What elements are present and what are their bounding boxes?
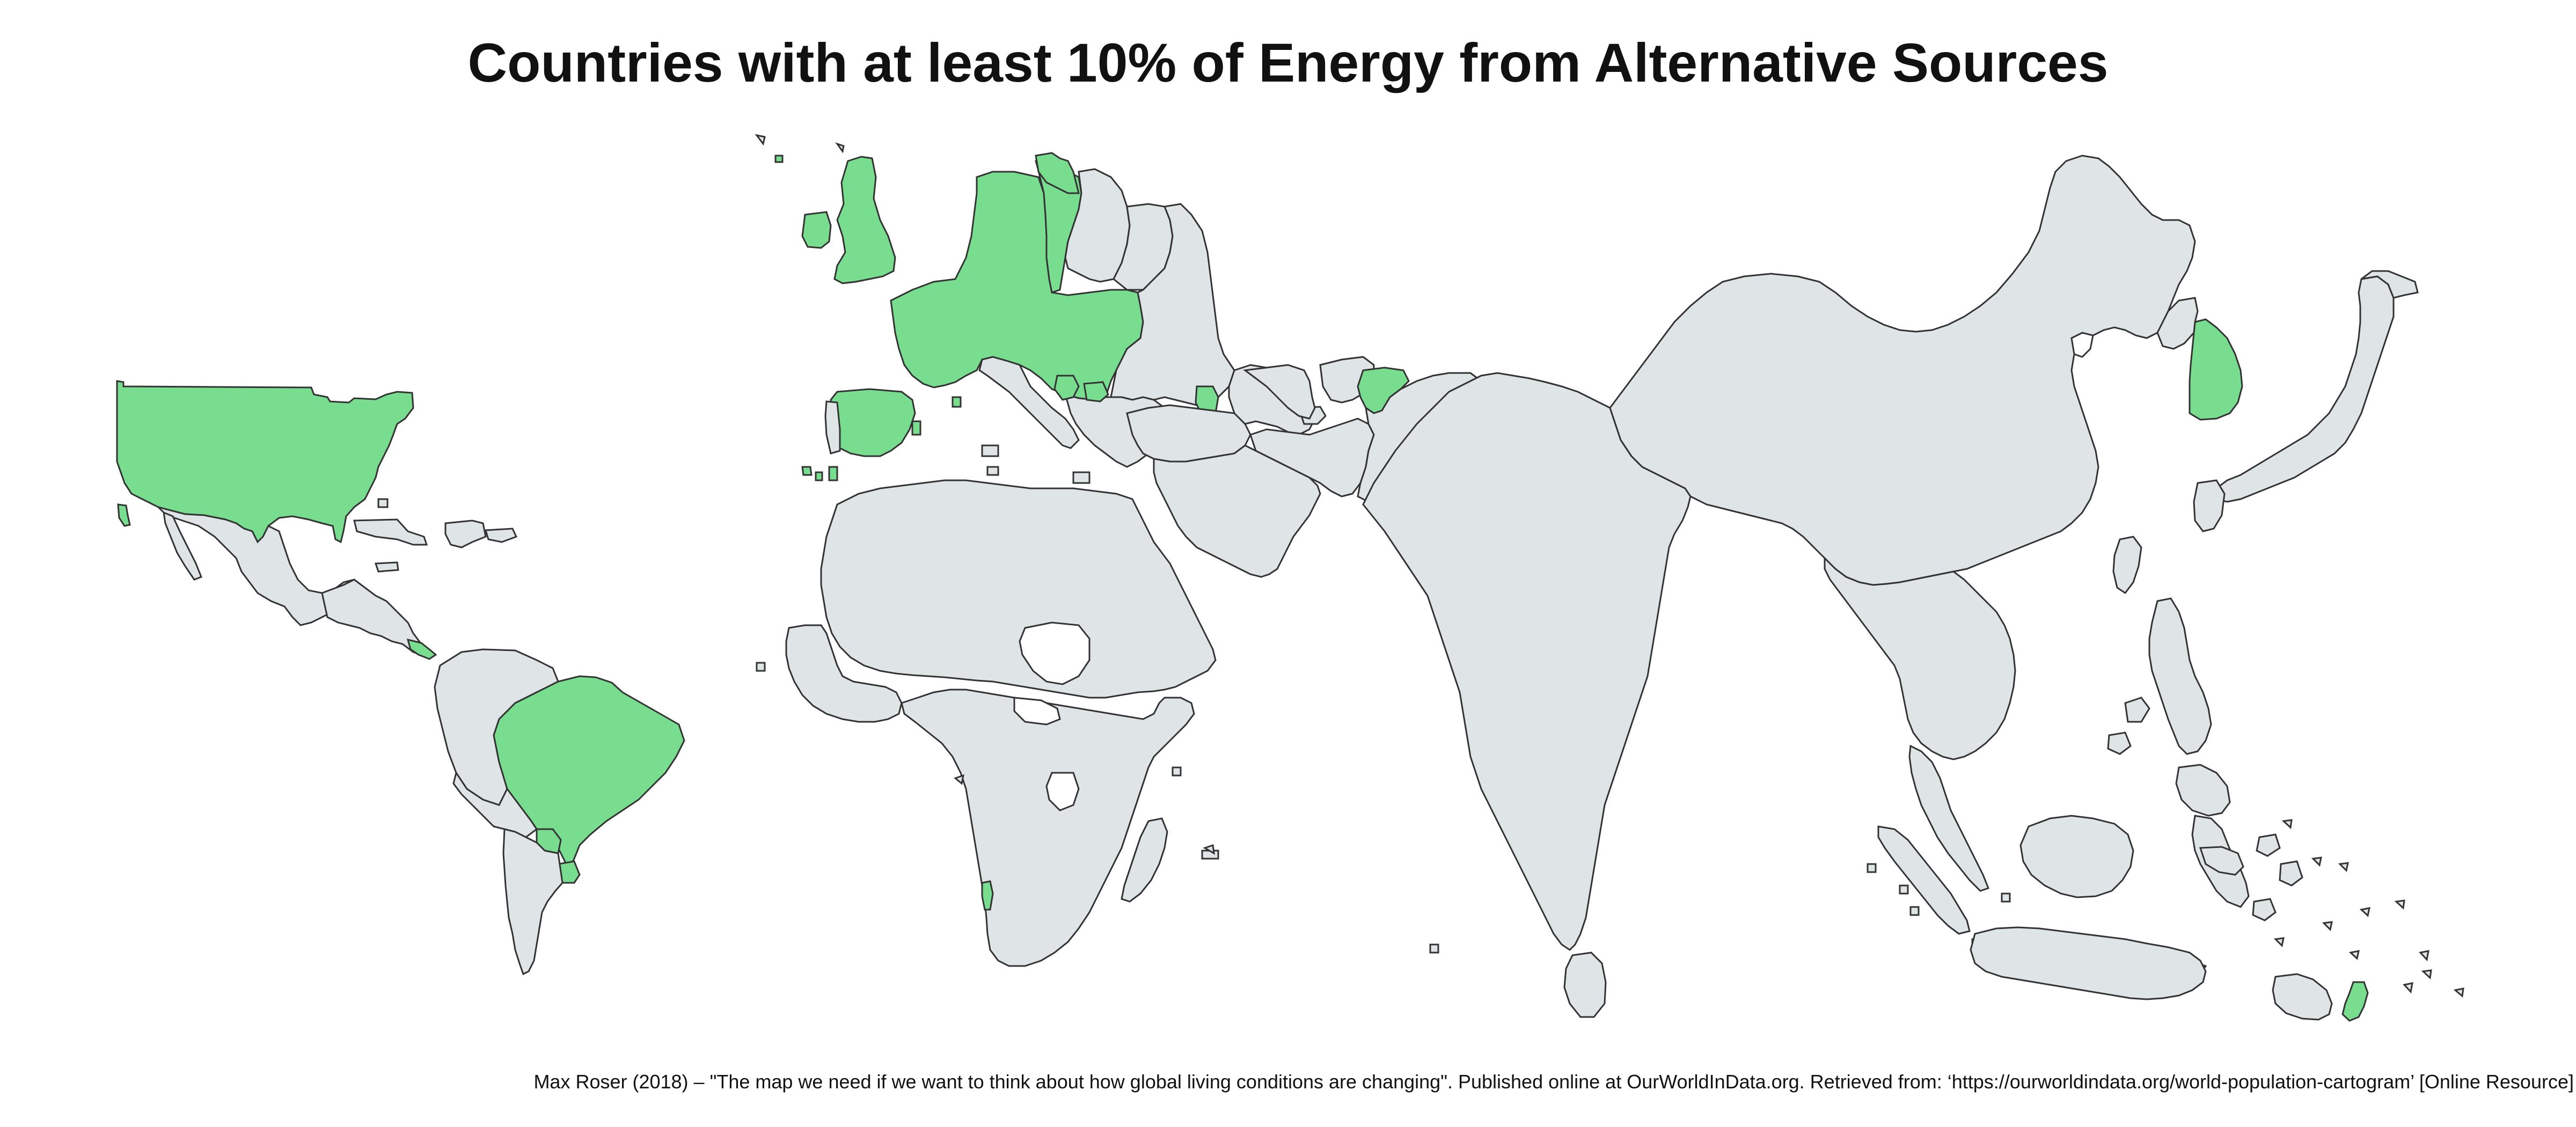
- region-taiwan: [2112, 536, 2142, 595]
- region-pacific-island-a: [2394, 899, 2405, 910]
- region-pacific-island-l: [2338, 862, 2349, 873]
- region-philippines: [2148, 597, 2212, 755]
- region-finland: [1064, 168, 1131, 283]
- region-comoros: [1172, 766, 1182, 777]
- region-united-kingdom: [833, 156, 896, 284]
- region-pacific-island-g: [2348, 950, 2360, 960]
- region-cape-verde: [756, 662, 766, 672]
- region-cyprus: [1072, 471, 1091, 484]
- region-borneo: [2019, 815, 2134, 898]
- region-china-gap: [2070, 332, 2094, 358]
- region-papua: [2272, 973, 2333, 1021]
- region-pacific-island-k: [2273, 937, 2285, 948]
- region-india: [1362, 372, 1692, 951]
- region-central-africa: [901, 689, 1195, 967]
- region-baja: [163, 511, 202, 581]
- region-azores-1: [801, 466, 813, 476]
- region-puerto-rico: [485, 528, 518, 543]
- region-slovenia-croatia: [1083, 381, 1109, 402]
- map-title: Countries with at least 10% of Energy fr…: [467, 32, 2109, 93]
- region-pacific-island-c: [2403, 982, 2413, 994]
- region-malta: [986, 466, 999, 476]
- region-west-africa: [785, 624, 903, 723]
- region-hispaniola: [444, 519, 487, 548]
- region-ireland: [801, 211, 832, 249]
- region-africa-gap-3: [1045, 772, 1080, 811]
- region-timor: [2199, 846, 2244, 876]
- region-namibia-strip: [981, 880, 994, 911]
- region-central-asia-a: [1243, 364, 1316, 420]
- region-st-helena: [953, 774, 964, 785]
- region-azores-3: [828, 466, 838, 481]
- region-sri-lanka: [1563, 952, 1607, 1018]
- region-jamaica: [374, 561, 399, 573]
- region-japan: [2215, 275, 2395, 503]
- region-pacific-island-f: [2322, 921, 2333, 932]
- region-costa-rica: [406, 638, 437, 660]
- region-pacific-island-j: [2311, 857, 2322, 867]
- region-north-norway: [1035, 152, 1080, 194]
- region-madagascar: [1121, 817, 1168, 903]
- region-united-states: [116, 380, 414, 544]
- region-us-island: [117, 503, 131, 527]
- region-australia: [1970, 926, 2207, 1000]
- region-visayas-b: [2107, 731, 2132, 755]
- region-italy: [978, 356, 1080, 449]
- region-greenland-marker: [755, 134, 766, 146]
- region-mindanao: [2175, 764, 2231, 817]
- region-spain-portugal: [830, 388, 916, 457]
- region-iceland: [774, 155, 784, 163]
- region-south-korea: [2189, 318, 2243, 421]
- region-pacific-island-d: [2421, 969, 2432, 980]
- region-faroe-marker: [835, 142, 845, 153]
- region-portugal-edge: [824, 400, 841, 455]
- region-indonesia-island-c: [2252, 898, 2277, 921]
- region-bahamas: [377, 498, 389, 508]
- region-argentina-chile: [502, 828, 564, 976]
- region-small-island-christmas: [2001, 892, 2011, 903]
- region-pacific-island-i: [2281, 819, 2293, 830]
- region-azores-2: [815, 471, 823, 481]
- region-north-korea: [2156, 297, 2199, 350]
- region-reunion: [1203, 844, 1215, 855]
- region-central-europe-small: [1053, 375, 1080, 401]
- region-brazil: [493, 675, 685, 872]
- region-africa-gap-2: [1013, 697, 1061, 726]
- region-seychelles: [1429, 943, 1439, 954]
- region-pacific-island-h: [2359, 907, 2370, 917]
- region-pacific-island-b: [2419, 950, 2429, 962]
- region-sicily: [981, 444, 999, 457]
- region-africa-gap-1: [1019, 621, 1091, 685]
- region-hokkaido: [2361, 270, 2419, 299]
- region-pacific-island-e: [2453, 987, 2464, 998]
- region-sumatra: [1877, 825, 1971, 935]
- region-kyushu: [2193, 479, 2226, 532]
- region-small-island-nicobar: [1909, 906, 1920, 916]
- source-note: Max Roser (2018) – "The map we need if w…: [533, 1071, 2574, 1093]
- region-cuba: [353, 518, 428, 546]
- region-indonesia-island-b: [2279, 860, 2303, 887]
- region-indochina: [1824, 556, 2016, 760]
- region-sardinia: [911, 420, 921, 436]
- region-china: [1609, 155, 2196, 586]
- region-north-africa: [820, 479, 1217, 699]
- region-small-island-andaman: [1867, 863, 1877, 873]
- region-malay-peninsula: [1908, 744, 1989, 892]
- region-peru-bolivia: [452, 771, 538, 838]
- region-small-island-brunei: [1899, 884, 1909, 895]
- region-middle-east: [1153, 444, 1321, 578]
- region-indonesia-island-a: [2256, 833, 2281, 857]
- region-corsica: [952, 396, 962, 408]
- region-visayas-a: [2124, 697, 2150, 723]
- region-new-zealand: [2341, 981, 2369, 1022]
